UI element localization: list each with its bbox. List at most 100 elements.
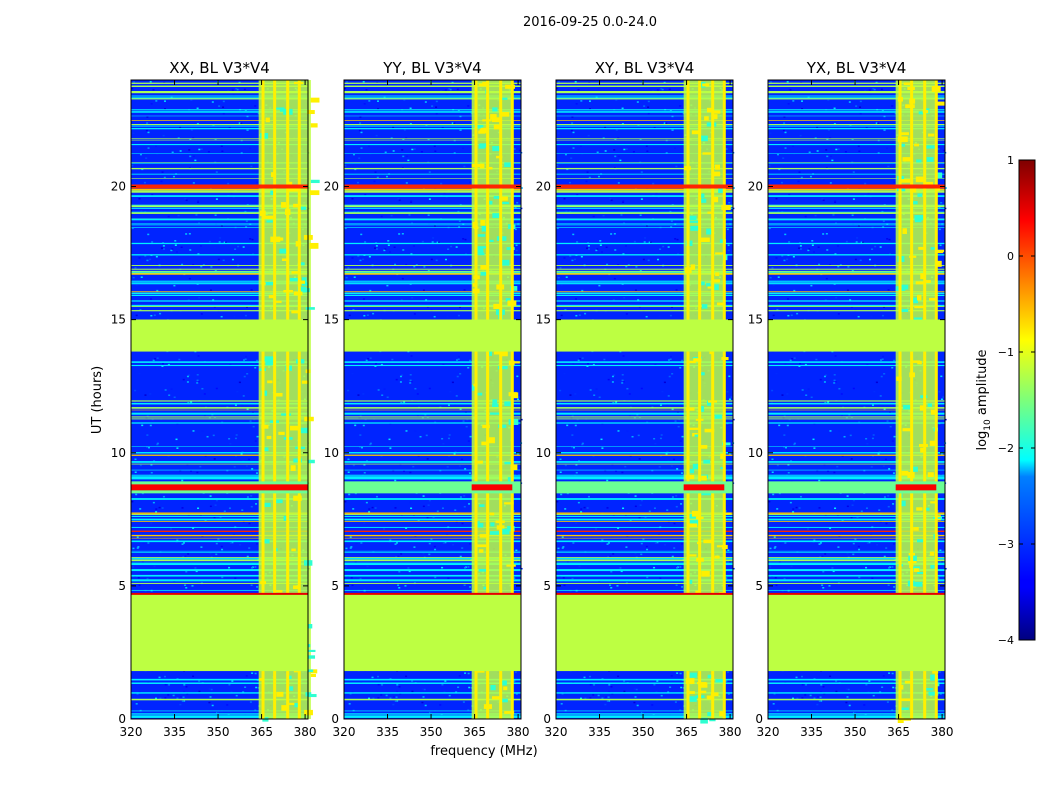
band-texture [479, 163, 485, 169]
band-texture [291, 548, 296, 552]
band-texture [721, 205, 731, 211]
band-texture [309, 242, 319, 249]
heatmap-noise [516, 453, 519, 455]
heatmap-noise [172, 694, 175, 697]
heatmap-noise [820, 684, 823, 686]
heatmap-noise [360, 542, 363, 544]
heatmap-noise [859, 112, 862, 115]
heatmap-noise [156, 443, 159, 446]
heatmap-noise [784, 131, 787, 134]
heatmap-noise [854, 258, 857, 261]
rfi-line [131, 400, 308, 402]
heatmap-noise [425, 434, 428, 437]
heatmap-noise [464, 672, 467, 674]
rfi-line [344, 678, 521, 681]
heatmap-noise [638, 306, 641, 308]
heatmap-noise [467, 709, 470, 711]
rfi-line [344, 205, 521, 208]
heatmap-noise [561, 536, 564, 538]
rfi-line [131, 304, 308, 306]
band-texture [300, 280, 305, 284]
heatmap-noise [409, 471, 412, 474]
rfi-line [556, 271, 733, 273]
heatmap-noise [565, 276, 568, 278]
x-tick-label: 365 [463, 725, 486, 739]
heatmap-noise [772, 284, 775, 287]
heatmap-noise [434, 187, 437, 190]
band-texture [307, 459, 315, 464]
rfi-line [768, 190, 945, 192]
heatmap-noise [353, 210, 356, 212]
heatmap-noise [211, 101, 214, 103]
heatmap-noise [882, 675, 885, 677]
rfi-line [344, 446, 521, 447]
heatmap-noise [652, 182, 655, 185]
heatmap-noise [786, 424, 789, 427]
heatmap-noise [153, 366, 156, 368]
heatmap-noise [656, 680, 659, 682]
heatmap-noise [595, 528, 598, 530]
heatmap-noise [235, 434, 238, 436]
heatmap-noise [863, 469, 866, 472]
heatmap-noise [768, 87, 771, 90]
heatmap-noise [138, 372, 141, 375]
rfi-line [131, 162, 308, 163]
heatmap-noise [807, 528, 810, 530]
heatmap-noise [392, 703, 395, 706]
heatmap-noise [462, 238, 465, 240]
heatmap-noise [399, 375, 402, 378]
rfi-line [344, 270, 521, 272]
rfi-line [344, 463, 521, 465]
heatmap-noise [556, 500, 559, 503]
heatmap-noise [135, 284, 138, 287]
heatmap-noise [141, 168, 144, 171]
heatmap-noise [167, 694, 170, 696]
heatmap-noise [444, 89, 447, 91]
heatmap-noise [647, 106, 650, 108]
heatmap-noise [156, 289, 159, 292]
rfi-line [768, 682, 945, 684]
heatmap-noise [801, 675, 804, 678]
heatmap-noise [228, 507, 231, 509]
rfi-line [131, 461, 308, 463]
band-texture [707, 400, 712, 406]
heatmap-noise [368, 511, 371, 513]
rfi-line [768, 304, 945, 306]
heatmap-noise [209, 289, 212, 291]
heatmap-noise [246, 306, 249, 309]
heatmap-noise [209, 552, 212, 555]
heatmap-noise [209, 505, 212, 508]
heatmap-noise [228, 683, 231, 686]
band-texture [925, 688, 934, 691]
heatmap-noise [221, 576, 224, 579]
heatmap-noise [838, 430, 841, 432]
heatmap-noise [432, 237, 435, 239]
heatmap-noise [368, 100, 371, 102]
band-texture [502, 680, 507, 686]
heatmap-noise [893, 435, 896, 438]
heatmap-noise [410, 381, 413, 383]
heatmap-noise [727, 249, 730, 252]
heatmap-noise [170, 388, 173, 390]
heatmap-noise [596, 151, 599, 154]
heatmap-noise [942, 149, 945, 152]
band-texture [493, 196, 500, 199]
heatmap-noise [146, 415, 149, 417]
heatmap-noise [182, 556, 185, 558]
heatmap-noise [454, 509, 457, 511]
band-texture [492, 146, 501, 152]
heatmap-noise [196, 374, 199, 376]
heatmap-noise [569, 394, 572, 396]
heatmap-noise [513, 148, 516, 150]
rfi-line [344, 530, 521, 532]
band-texture [897, 136, 908, 143]
heatmap-noise [640, 553, 643, 556]
heatmap-noise [411, 680, 414, 682]
heatmap-noise [159, 551, 162, 553]
rfi-line [344, 403, 521, 405]
heatmap-noise [138, 257, 141, 259]
panel-frame [767, 79, 946, 720]
heatmap-noise [605, 246, 608, 249]
band-texture [493, 351, 502, 355]
heatmap-noise [421, 688, 424, 690]
